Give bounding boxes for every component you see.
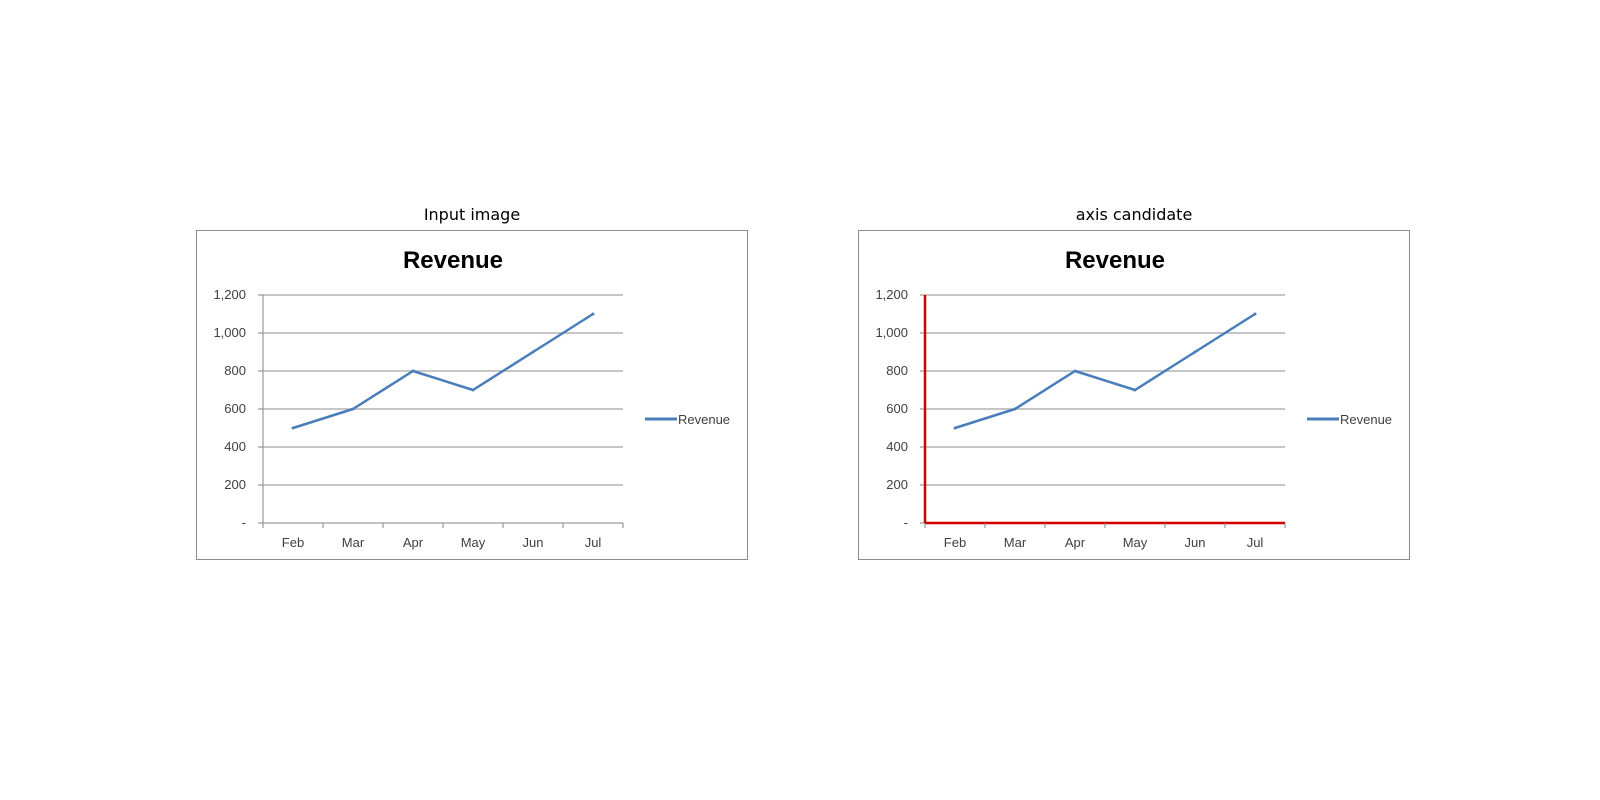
x-tick-label: Jul <box>1247 535 1264 550</box>
x-tick-label: Apr <box>1065 535 1086 550</box>
chart-title: Revenue <box>403 247 503 274</box>
y-tick-label: 1,000 <box>213 325 246 340</box>
data-point <box>531 350 535 354</box>
data-point <box>351 407 355 411</box>
y-tick-label: 800 <box>224 363 246 378</box>
data-point <box>591 312 595 316</box>
data-point <box>1073 369 1077 373</box>
chart-title: Revenue <box>1065 247 1165 274</box>
data-point <box>1253 312 1257 316</box>
x-tick-label: Jul <box>585 535 602 550</box>
data-point <box>1013 407 1017 411</box>
data-point <box>1133 388 1137 392</box>
y-tick-label: 1,200 <box>213 287 246 302</box>
data-point <box>411 369 415 373</box>
y-tick-label: 600 <box>224 401 246 416</box>
data-point <box>291 426 295 430</box>
right-panel-caption: axis candidate <box>1075 205 1193 224</box>
right-chart-svg: Revenue - 200 400 600 800 1,000 1,200 Feb Mar Apr M… <box>875 247 1392 550</box>
y-tick-label: 1,200 <box>875 287 908 302</box>
x-tick-label: Jun <box>1185 535 1206 550</box>
y-tick-label: 600 <box>886 401 908 416</box>
y-tick-label: 200 <box>224 477 246 492</box>
y-tick-label: 200 <box>886 477 908 492</box>
data-point <box>1193 350 1197 354</box>
x-tick-label: Feb <box>944 535 966 550</box>
x-tick-label: Jun <box>523 535 544 550</box>
y-tick-label: 400 <box>224 439 246 454</box>
data-point <box>471 388 475 392</box>
x-tick-label: May <box>461 535 486 550</box>
series-line-revenue <box>954 312 1256 430</box>
y-tick-label: 800 <box>886 363 908 378</box>
left-panel-caption: Input image <box>423 205 521 224</box>
legend-label: Revenue <box>1340 412 1392 427</box>
y-tick-label: - <box>904 515 908 530</box>
legend-label: Revenue <box>678 412 730 427</box>
left-chart-panel: Revenue - 200 400 600 800 1,000 1,200 Feb Mar Apr M… <box>196 230 748 560</box>
data-point <box>953 426 957 430</box>
x-tick-label: May <box>1123 535 1148 550</box>
x-tick-label: Apr <box>403 535 424 550</box>
y-tick-label: - <box>242 515 246 530</box>
left-chart-svg: Revenue - 200 400 600 800 1,000 1,200 Feb Mar Apr M… <box>213 247 730 550</box>
right-chart-panel: Revenue - 200 400 600 800 1,000 1,200 Feb Mar Apr M… <box>858 230 1410 560</box>
x-tick-label: Mar <box>342 535 365 550</box>
y-tick-label: 1,000 <box>875 325 908 340</box>
x-tick-label: Feb <box>282 535 304 550</box>
x-tick-label: Mar <box>1004 535 1027 550</box>
series-line-revenue <box>292 312 594 430</box>
y-tick-label: 400 <box>886 439 908 454</box>
